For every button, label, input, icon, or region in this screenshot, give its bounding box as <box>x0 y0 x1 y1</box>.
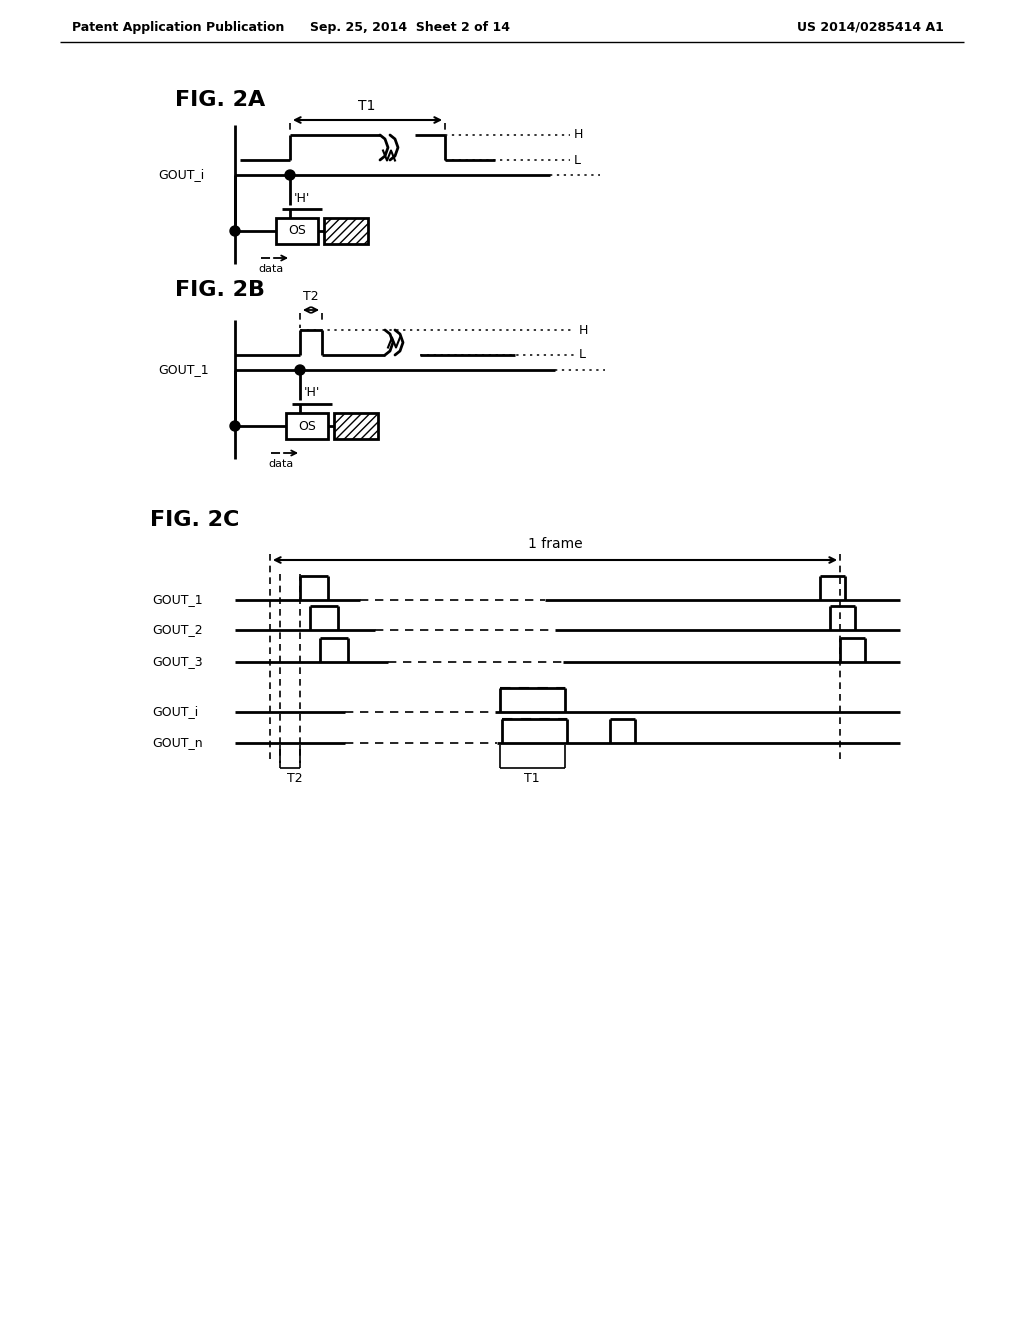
Text: Patent Application Publication: Patent Application Publication <box>72 21 285 33</box>
Bar <box>324 218 368 244</box>
Text: L: L <box>574 153 581 166</box>
Text: L: L <box>579 348 586 362</box>
Text: US 2014/0285414 A1: US 2014/0285414 A1 <box>797 21 943 33</box>
Text: 'H': 'H' <box>304 387 321 400</box>
Text: FIG. 2B: FIG. 2B <box>175 280 265 300</box>
Text: T2: T2 <box>287 771 303 784</box>
Text: data: data <box>268 459 293 469</box>
Bar <box>276 218 318 244</box>
Text: GOUT_3: GOUT_3 <box>152 656 203 668</box>
Text: data: data <box>258 264 284 275</box>
Text: GOUT_2: GOUT_2 <box>152 623 203 636</box>
Circle shape <box>230 226 240 236</box>
Circle shape <box>285 170 295 180</box>
Text: GOUT_1: GOUT_1 <box>152 594 203 606</box>
Text: GOUT_i: GOUT_i <box>152 705 199 718</box>
Text: T1: T1 <box>358 99 376 114</box>
Circle shape <box>295 366 305 375</box>
Text: OS: OS <box>298 420 316 433</box>
Text: GOUT_n: GOUT_n <box>152 737 203 750</box>
Text: FIG. 2C: FIG. 2C <box>150 510 240 531</box>
Bar <box>286 413 328 440</box>
Text: T1: T1 <box>524 771 540 784</box>
Text: GOUT_i: GOUT_i <box>158 169 204 181</box>
Text: H: H <box>574 128 584 141</box>
Text: OS: OS <box>288 224 306 238</box>
Circle shape <box>230 421 240 432</box>
Text: FIG. 2A: FIG. 2A <box>175 90 265 110</box>
Text: Sep. 25, 2014  Sheet 2 of 14: Sep. 25, 2014 Sheet 2 of 14 <box>310 21 510 33</box>
Text: 'H': 'H' <box>294 191 310 205</box>
Text: 1 frame: 1 frame <box>527 537 583 550</box>
Bar <box>334 413 378 440</box>
Text: T2: T2 <box>303 289 318 302</box>
Text: H: H <box>579 323 589 337</box>
Text: GOUT_1: GOUT_1 <box>158 363 209 376</box>
